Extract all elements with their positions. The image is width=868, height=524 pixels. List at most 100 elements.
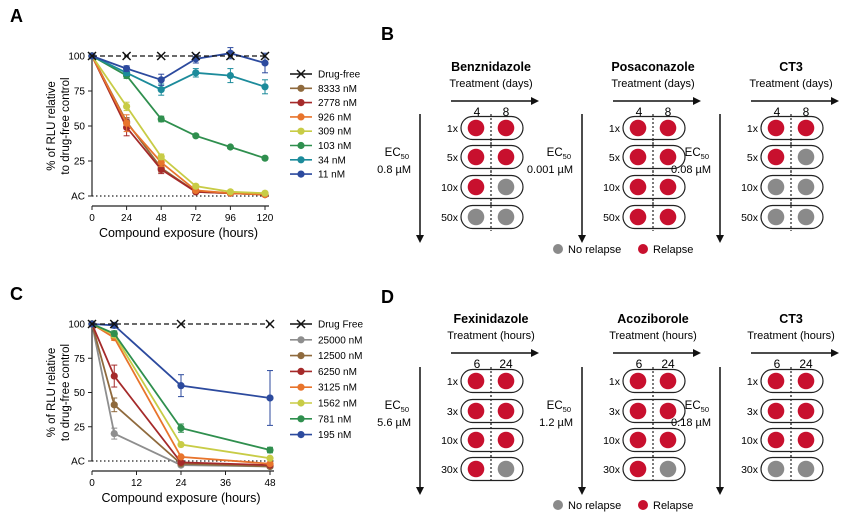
- panel-label-a: A: [10, 6, 23, 26]
- relapse-dot: [467, 460, 485, 478]
- series-line: [91, 55, 266, 160]
- legend-marker: [297, 84, 305, 92]
- data-point: [157, 115, 165, 123]
- treatment-label: Treatment (hours): [447, 330, 535, 342]
- compound-ct3: CT3 Treatment (days) 4 8 EC50 0.08 µM 1x 5x 10x 5…: [671, 60, 839, 243]
- relapse-dot: [467, 431, 485, 449]
- relapse-dot: [629, 460, 647, 478]
- y-tick-label: 25: [74, 422, 86, 433]
- x-tick-label: 48: [156, 213, 168, 224]
- dose-label: 50x: [741, 212, 759, 224]
- time-label: 24: [661, 357, 675, 371]
- time-label: 4: [474, 105, 481, 119]
- legend-no-relapse-dot: [553, 500, 563, 510]
- ec50-subscript: 50: [701, 152, 709, 161]
- y-axis-label: to drug-free control: [60, 344, 72, 441]
- conc-arrow-head: [716, 235, 724, 243]
- legend-marker: [296, 319, 306, 329]
- treatment-label: Treatment (days): [749, 78, 832, 90]
- data-point: [177, 440, 185, 449]
- legend-marker: [297, 367, 305, 375]
- relapse-dot: [497, 372, 515, 390]
- chart-c: 100 75 50 25 AC 0 12 24 36 48 Compound exposure (h…: [46, 319, 363, 505]
- time-arrow-head: [531, 97, 539, 105]
- no-relapse-dot: [767, 208, 785, 226]
- data-point: [156, 51, 166, 61]
- legend-label: 3125 nM: [318, 383, 357, 394]
- series-drug-free: [87, 51, 270, 61]
- relapse-dot: [659, 372, 677, 390]
- panel-label-b: B: [381, 24, 394, 44]
- series-781-nm: [88, 320, 274, 454]
- relapse-dot: [767, 148, 785, 166]
- data-point: [226, 143, 234, 151]
- series-line: [91, 323, 271, 451]
- no-relapse-dot: [497, 460, 515, 478]
- x-tick-label: 96: [225, 213, 237, 224]
- data-point: [110, 321, 118, 329]
- dose-label: 1x: [609, 123, 621, 135]
- data-point: [177, 424, 185, 432]
- time-arrow-head: [831, 349, 839, 357]
- dose-label: 5x: [609, 152, 621, 164]
- data-point: [260, 51, 270, 61]
- relapse-panel-d: Fexinidazole Treatment (hours) 6 24 EC50 5.6 …: [377, 312, 839, 512]
- legend-label: 6250 nM: [318, 367, 357, 378]
- y-tick-label: 25: [74, 157, 86, 168]
- relapse-dot: [659, 148, 677, 166]
- relapse-dot: [629, 431, 647, 449]
- no-relapse-dot: [659, 460, 677, 478]
- series-line: [91, 52, 266, 81]
- data-point: [123, 119, 131, 127]
- legend-marker: [297, 127, 305, 135]
- x-tick-label: 120: [257, 213, 274, 224]
- legend-label: 1562 nM: [318, 399, 357, 410]
- compound-name: Fexinidazole: [453, 312, 528, 326]
- legend-label: 8333 nM: [318, 84, 357, 95]
- data-point: [157, 158, 165, 166]
- data-point: [266, 394, 274, 402]
- legend-label: 309 nM: [318, 127, 351, 138]
- data-point: [192, 132, 200, 140]
- time-label: 4: [636, 105, 643, 119]
- no-relapse-dot: [797, 208, 815, 226]
- data-point: [225, 51, 235, 61]
- time-label: 24: [799, 357, 813, 371]
- y-tick-label: 50: [74, 122, 86, 133]
- dose-label: 10x: [603, 182, 621, 194]
- treatment-label: Treatment (hours): [747, 330, 835, 342]
- data-point: [110, 430, 118, 438]
- conc-arrow-head: [416, 235, 424, 243]
- legend-marker: [297, 99, 305, 107]
- no-relapse-dot: [767, 178, 785, 196]
- data-point: [157, 76, 165, 84]
- relapse-dot: [659, 119, 677, 137]
- data-point: [123, 102, 131, 110]
- data-point: [157, 86, 165, 94]
- compound-ct3: CT3 Treatment (hours) 6 24 EC50 0.18 µM 1x 3x 10…: [671, 312, 839, 495]
- relapse-dot: [767, 402, 785, 420]
- dose-label: 50x: [603, 212, 621, 224]
- dose-label: 3x: [747, 406, 759, 418]
- dose-label: 3x: [609, 406, 621, 418]
- legend-relapse-label: Relapse: [653, 500, 693, 512]
- no-relapse-dot: [797, 460, 815, 478]
- legend-label: Drug Free: [318, 320, 363, 331]
- data-point: [261, 189, 269, 197]
- conc-arrow-head: [578, 487, 586, 495]
- dose-label: 50x: [441, 212, 459, 224]
- data-point: [110, 372, 118, 380]
- data-point: [87, 51, 97, 61]
- x-tick-label: 36: [220, 478, 232, 489]
- y-tick-label: 75: [74, 87, 86, 98]
- series-926-nm: [88, 52, 269, 199]
- legend-marker: [297, 415, 305, 423]
- no-relapse-dot: [497, 208, 515, 226]
- legend-marker: [297, 431, 305, 439]
- series-line: [91, 323, 271, 399]
- data-point: [226, 72, 234, 80]
- dose-label: 10x: [441, 435, 459, 447]
- compound-name: Posaconazole: [611, 60, 694, 74]
- y-tick-label: AC: [71, 192, 85, 203]
- relapse-dot: [467, 402, 485, 420]
